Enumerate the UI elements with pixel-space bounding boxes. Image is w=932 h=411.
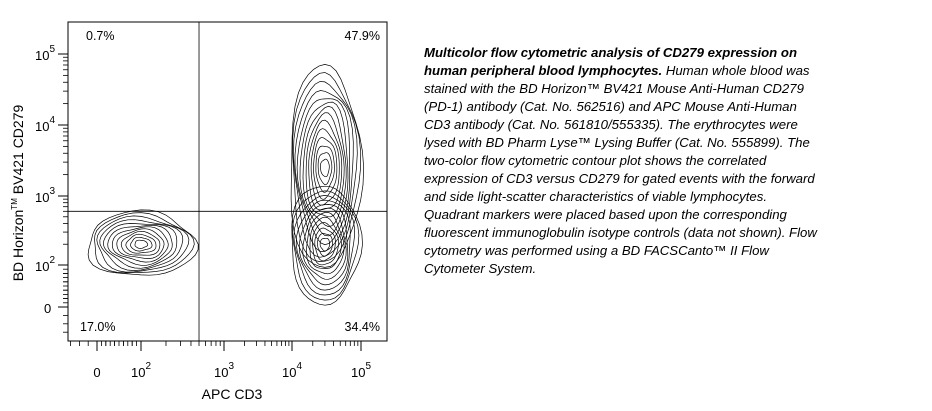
pd1-negative-cd3-negative-contour-2 xyxy=(94,212,195,274)
cd3-positive-pd1-positive-contour-8 xyxy=(305,112,345,218)
y-axis-label-suffix: BV421 CD279 xyxy=(10,105,26,199)
cd3-positive-pd1-negative-contour-10 xyxy=(314,227,336,262)
cd3-positive-pd1-negative-contour-5 xyxy=(298,204,349,286)
pd1-negative-cd3-negative-contour-11 xyxy=(130,236,153,252)
x-axis-tick-label: 102 xyxy=(131,361,151,380)
x-axis-tick-exponent: 3 xyxy=(228,361,234,372)
pd1-negative-cd3-negative-contour-9 xyxy=(120,230,161,256)
x-axis-tick-label: 0 xyxy=(93,365,100,380)
y-axis-label-tm: TM xyxy=(10,198,19,210)
pd1-negative-cd3-negative-contour-8 xyxy=(116,228,165,259)
caption-title: Multicolor flow cytometric analysis of C… xyxy=(424,45,798,78)
cd3-positive-pd1-positive-contour-4 xyxy=(294,90,354,252)
pd1-negative-cd3-negative-contour-5 xyxy=(102,223,178,269)
cd3-positive-pd1-negative-contour-12 xyxy=(319,237,330,252)
pd1-negative-cd3-negative-contour-10 xyxy=(125,233,157,254)
cd3-positive-pd1-negative-contour-1 xyxy=(291,185,363,306)
y-axis-tick-label: 105 xyxy=(35,44,55,63)
cd3-positive-pd1-negative-contour-7 xyxy=(306,211,345,275)
cd3-positive-pd1-negative-contour-9 xyxy=(312,222,339,266)
cd3-positive-pd1-positive-contour-13 xyxy=(317,152,333,185)
y-axis-label: BD HorizonTM BV421 CD279 xyxy=(10,105,26,282)
pd1-negative-cd3-negative-contour-3 xyxy=(96,215,190,273)
quadrant-upper-right-percent: 47.9% xyxy=(345,29,380,43)
x-axis-tick-label: 103 xyxy=(214,361,234,380)
cd3-positive-pd1-negative-contour-3 xyxy=(293,195,355,296)
cd3-positive-pd1-positive-contour-9 xyxy=(308,119,343,211)
y-axis-tick-label: 104 xyxy=(35,115,55,134)
pd1-negative-cd3-negative-contour-4 xyxy=(99,219,184,271)
cd3-positive-pd1-positive-contour-3 xyxy=(293,81,358,258)
cd3-positive-pd1-negative-contour-11 xyxy=(317,233,333,257)
cd3-positive-pd1-negative-contour-4 xyxy=(295,199,351,291)
pd1-negative-cd3-negative-contour-1 xyxy=(87,209,199,276)
y-axis-tick-label: 102 xyxy=(35,255,55,274)
cd3-positive-pd1-positive-contour-1 xyxy=(290,64,365,268)
x-axis-tick-exponent: 2 xyxy=(145,361,151,372)
y-axis-label-prefix: BD Horizon xyxy=(10,210,26,282)
contour-lines xyxy=(87,64,365,306)
pd1-negative-cd3-negative-contour-12 xyxy=(134,239,149,249)
quadrant-lower-left-percent: 17.0% xyxy=(80,320,115,334)
cd3-positive-pd1-positive-contour-5 xyxy=(296,98,351,246)
y-axis-tick-exponent: 5 xyxy=(49,44,55,55)
figure-caption: Multicolor flow cytometric analysis of C… xyxy=(424,44,819,278)
y-axis-tick-exponent: 2 xyxy=(49,255,55,266)
x-axis-tick-exponent: 4 xyxy=(296,361,302,372)
cd3-positive-pd1-positive-contour-14 xyxy=(320,158,330,178)
x-axis-tick-exponent: 5 xyxy=(365,361,371,372)
quadrant-upper-left-percent: 0.7% xyxy=(86,29,115,43)
contour-plot: 0 102 103 104 105 0 102 103 104 105 0.7% 47.9% 1… xyxy=(10,21,388,402)
y-axis-tick-label: 0 xyxy=(44,301,51,316)
caption-body: Human whole blood was stained with the B… xyxy=(424,63,817,276)
cd3-positive-pd1-positive-contour-6 xyxy=(299,101,349,237)
cd3-positive-pd1-negative-contour-2 xyxy=(292,190,360,301)
x-axis-label: APC CD3 xyxy=(202,386,263,402)
cd3-positive-pd1-negative-contour-8 xyxy=(309,216,342,269)
y-axis-tick-exponent: 3 xyxy=(49,186,55,197)
plot-frame xyxy=(67,21,388,342)
quadrant-lower-right-percent: 34.4% xyxy=(345,320,380,334)
quadrant-gates xyxy=(68,22,387,341)
cd3-positive-pd1-negative-contour-6 xyxy=(302,207,347,280)
y-axis: 0 102 103 104 105 xyxy=(35,44,68,333)
cd3-positive-pd1-positive-contour-10 xyxy=(310,128,340,206)
x-axis-tick-label: 104 xyxy=(282,361,302,380)
x-axis: 0 102 103 104 105 xyxy=(70,341,371,380)
pd1-negative-cd3-negative-contour-7 xyxy=(111,226,169,263)
x-axis-tick-label: 105 xyxy=(351,361,371,380)
y-axis-tick-label: 103 xyxy=(35,186,55,205)
y-axis-tick-exponent: 4 xyxy=(49,115,55,126)
pd1-negative-cd3-negative-contour-6 xyxy=(107,224,173,266)
